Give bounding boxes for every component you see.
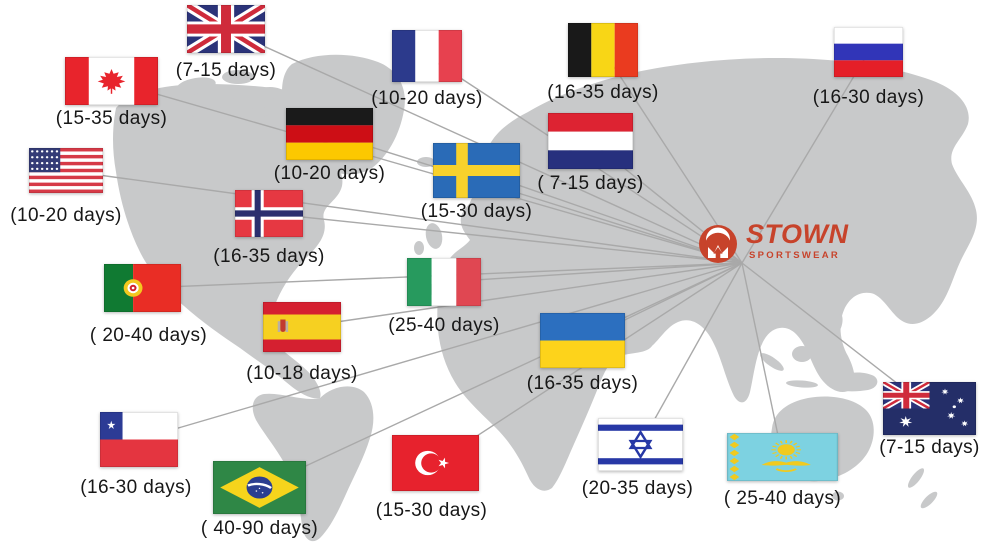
united-kingdom-flag: [187, 5, 265, 53]
belgium-flag: [568, 23, 638, 77]
russia-days-label: (16-30 days): [812, 87, 925, 108]
turkey-flag: [392, 435, 479, 491]
norway-days-label: (16-35 days): [213, 246, 325, 267]
stown-circle-arrow-icon: [699, 225, 737, 263]
spain-flag: [263, 302, 341, 352]
germany-flag: [286, 108, 373, 160]
chile-days-label: (16-30 days): [80, 477, 192, 498]
brand-logo: STOWN SPORTSWEAR: [695, 221, 849, 267]
portugal-flag: [104, 264, 181, 312]
israel-flag: [598, 418, 683, 471]
israel-days-label: (20-35 days): [581, 478, 694, 499]
australia-days-label: (7-15 days): [879, 437, 980, 458]
netherlands-flag: [548, 113, 633, 169]
kazakhstan-days-label: ( 25-40 days): [723, 488, 842, 509]
turkey-days-label: (15-30 days): [375, 500, 488, 521]
brazil-days-label: ( 40-90 days): [200, 518, 319, 539]
north-america: [113, 84, 343, 399]
kazakhstan-flag: [727, 433, 838, 481]
france-days-label: (10-20 days): [371, 88, 483, 109]
south-america: [252, 386, 374, 542]
brand-name: STOWN: [746, 219, 849, 249]
chile-flag: [100, 412, 178, 467]
australia-flag: [883, 382, 976, 435]
norway-flag: [235, 190, 303, 237]
canada-days-label: (15-35 days): [55, 108, 168, 129]
sweden-flag: [433, 143, 520, 198]
italy-flag: [407, 258, 481, 306]
spain-days-label: (10-18 days): [246, 363, 358, 384]
belgium-days-label: (16-35 days): [547, 82, 659, 103]
united-kingdom-days-label: (7-15 days): [175, 60, 277, 81]
italy-days-label: (25-40 days): [388, 315, 500, 336]
canada-flag: [65, 57, 158, 105]
usa-days-label: (10-20 days): [10, 205, 122, 226]
russia-flag: [834, 27, 903, 77]
usa-flag: [29, 148, 103, 193]
ukraine-flag: [540, 313, 625, 368]
germany-days-label: (10-20 days): [273, 163, 386, 184]
portugal-days-label: ( 20-40 days): [89, 325, 208, 346]
brazil-flag: [213, 461, 306, 514]
france-flag: [392, 30, 462, 82]
netherlands-days-label: ( 7-15 days): [537, 173, 644, 194]
new-guinea: [829, 372, 878, 392]
brand-subtitle: SPORTSWEAR: [749, 250, 841, 261]
ukraine-days-label: (16-35 days): [526, 373, 639, 394]
sweden-days-label: (15-30 days): [420, 201, 533, 222]
